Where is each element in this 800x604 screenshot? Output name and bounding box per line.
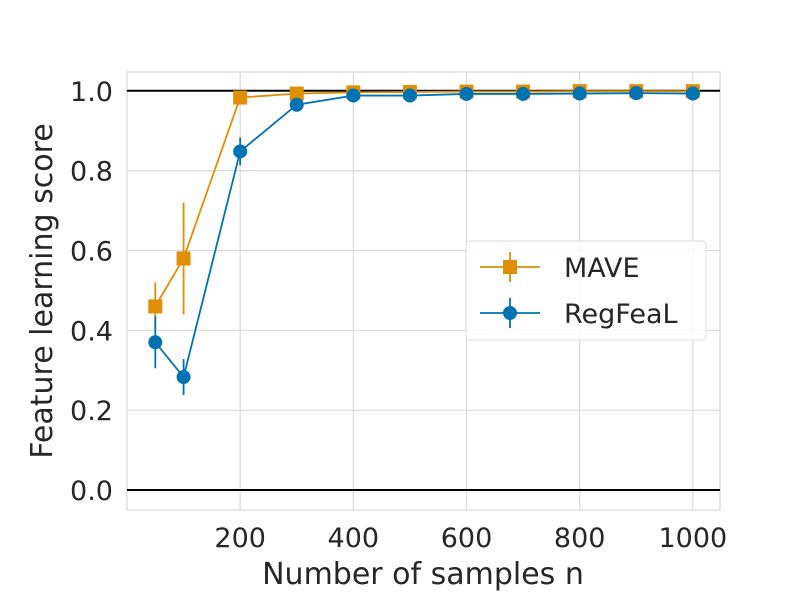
tick-labels: 200 400 600 800 1000 0.0 0.2 0.4 0.6 0.8 1.0 bbox=[70, 77, 727, 554]
data-point bbox=[402, 88, 417, 103]
data-point bbox=[629, 86, 644, 101]
legend-label: MAVE bbox=[564, 253, 640, 284]
legend: MAVE RegFeaL bbox=[465, 240, 707, 341]
x-tick-label: 200 bbox=[214, 523, 266, 554]
x-tick-label: 600 bbox=[441, 523, 493, 554]
y-tick-label: 1.0 bbox=[70, 77, 113, 108]
data-point bbox=[176, 251, 191, 266]
data-point bbox=[289, 86, 304, 101]
legend-item-regfeal: RegFeaL bbox=[480, 298, 678, 330]
data-point bbox=[176, 370, 191, 385]
legend-label: RegFeaL bbox=[564, 299, 678, 330]
x-tick-label: 400 bbox=[328, 523, 380, 554]
data-point bbox=[148, 299, 163, 314]
legend-marker-circle bbox=[503, 306, 517, 320]
legend-item-mave: MAVE bbox=[480, 252, 640, 284]
data-point bbox=[516, 86, 531, 101]
legend-marker-square bbox=[503, 260, 517, 274]
y-tick-label: 0.4 bbox=[70, 316, 113, 347]
x-tick-label: 800 bbox=[554, 523, 606, 554]
data-point bbox=[572, 86, 587, 101]
data-point bbox=[148, 335, 163, 350]
data-point bbox=[459, 86, 474, 101]
y-axis-label: Feature learning score bbox=[25, 123, 60, 458]
series-regfeal bbox=[148, 86, 700, 396]
x-axis-label: Number of samples n bbox=[262, 557, 584, 592]
y-tick-label: 0.2 bbox=[70, 396, 113, 427]
y-tick-label: 0.0 bbox=[70, 476, 113, 507]
data-point bbox=[233, 144, 248, 159]
y-tick-label: 0.8 bbox=[70, 157, 113, 188]
data-point bbox=[233, 90, 248, 105]
data-point bbox=[289, 97, 304, 112]
data-point bbox=[685, 86, 700, 101]
series-group bbox=[148, 84, 700, 396]
x-tick-label: 1000 bbox=[658, 523, 727, 554]
data-point bbox=[346, 88, 361, 103]
y-tick-label: 0.6 bbox=[70, 236, 113, 267]
legend-box bbox=[465, 240, 707, 341]
